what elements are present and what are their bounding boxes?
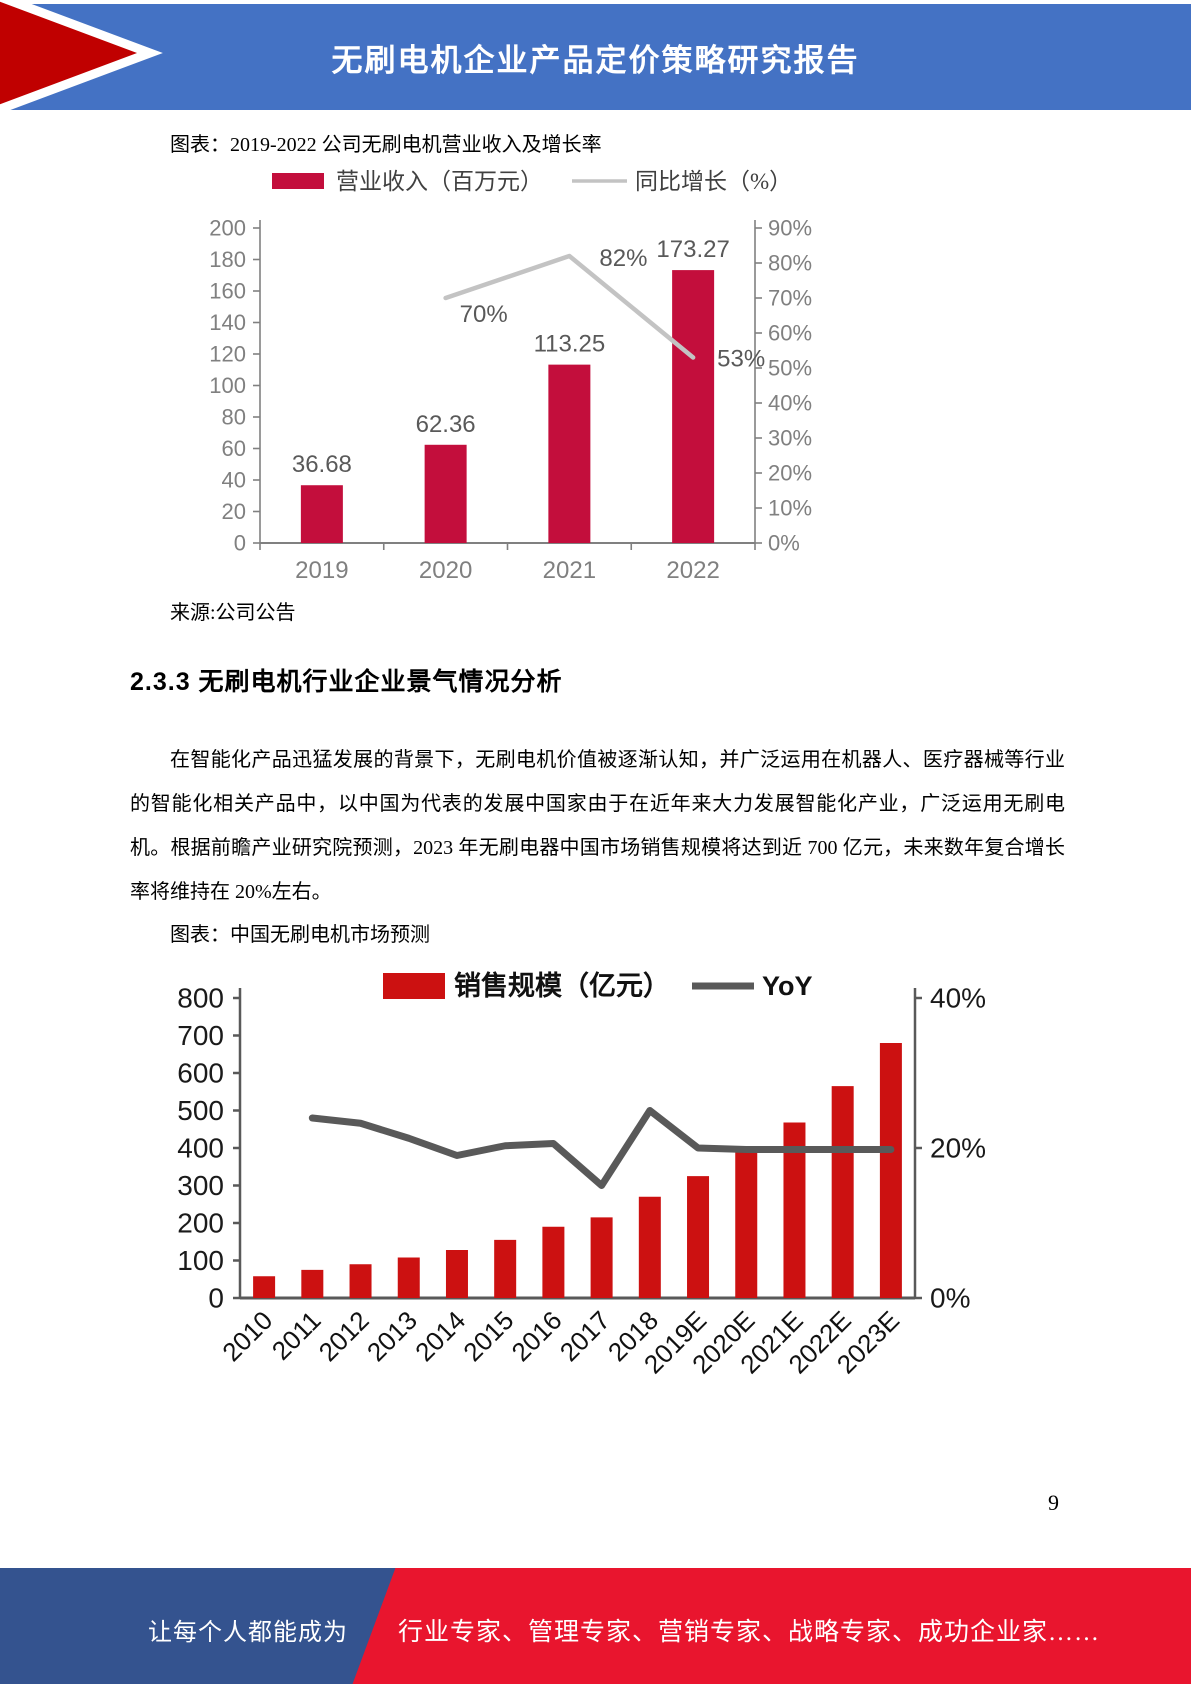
- left-tick-label: 300: [177, 1170, 224, 1201]
- left-tick-label: 100: [177, 1245, 224, 1276]
- revenue-growth-chart: 0 20 40 60 80 100 120 140 160 180 200 0% 10% 20% 30% 40…: [209, 169, 812, 584]
- x-tick-label: 2013: [361, 1305, 423, 1367]
- bar-2023E: [879, 1043, 902, 1298]
- x-tick-label: 2017: [554, 1305, 616, 1367]
- right-tick-label: 90%: [768, 215, 812, 240]
- bar-value-label: 62.36: [416, 411, 476, 438]
- right-tick-label: 40%: [930, 983, 986, 1014]
- right-tick-label: 50%: [768, 355, 812, 380]
- x-tick-label: 2021: [543, 557, 596, 584]
- left-tick-label: 40: [222, 467, 246, 492]
- left-tick-label: 600: [177, 1058, 224, 1089]
- legend-line-label: YoY: [762, 971, 813, 1001]
- figure1-caption: 图表：2019-2022 公司无刷电机营业收入及增长率: [170, 134, 602, 156]
- bar-2015: [494, 1239, 517, 1298]
- x-tick-label: 2020: [419, 557, 472, 584]
- bar-2011: [301, 1269, 324, 1298]
- bar-2013: [397, 1257, 420, 1298]
- left-tick-label: 160: [209, 278, 246, 303]
- yoy-line: [308, 1107, 895, 1189]
- page-footer: 让每个人都能成为 行业专家、管理专家、营销专家、战略专家、成功企业家……: [0, 1568, 1191, 1684]
- bar-2022E: [831, 1086, 854, 1298]
- bar-value-label: 173.27: [656, 236, 729, 263]
- x-tick-label: 2012: [313, 1305, 375, 1367]
- bar-2021E: [783, 1122, 806, 1298]
- market-forecast-chart: 01002003004005006007008000%20%40%2010201…: [177, 970, 986, 1379]
- bar-2012: [349, 1264, 372, 1298]
- x-tick-label: 2015: [457, 1305, 519, 1367]
- x-tick-label: 2014: [409, 1305, 471, 1367]
- right-tick-label: 0%: [930, 1283, 970, 1314]
- legend-bar-swatch: [272, 173, 324, 189]
- bar-2019E: [687, 1176, 710, 1298]
- bar-2022: [672, 270, 715, 543]
- figure2-caption: 图表：中国无刷电机市场预测: [170, 924, 430, 946]
- right-tick-label: 30%: [768, 425, 812, 450]
- right-tick-label: 80%: [768, 250, 812, 275]
- legend-line-label: 同比增长（%）: [635, 169, 792, 194]
- bar-2021: [548, 364, 591, 543]
- legend-bar-label: 营业收入（百万元）: [336, 169, 543, 194]
- footer-blue-ribbon: [0, 1568, 396, 1684]
- bar-value-label: 36.68: [292, 451, 352, 478]
- body-paragraph: 在智能化产品迅猛发展的背景下，无刷电机价值被逐渐认知，并广泛运用在机器人、医疗器…: [130, 749, 1065, 903]
- x-tick-label: 2022: [666, 557, 719, 584]
- source-note: 来源:公司公告: [170, 602, 296, 624]
- right-tick-label: 20%: [930, 1133, 986, 1164]
- yoy-line: [443, 253, 696, 360]
- footer-tagline: 行业专家、管理专家、营销专家、战略专家、成功企业家……: [398, 1619, 1101, 1646]
- bar-2019: [300, 485, 343, 543]
- line-point-label: 70%: [460, 301, 508, 328]
- left-tick-label: 140: [209, 310, 246, 335]
- right-tick-label: 40%: [768, 390, 812, 415]
- right-tick-label: 60%: [768, 320, 812, 345]
- bar-2020E: [735, 1151, 758, 1298]
- bar-2020: [424, 444, 467, 543]
- left-tick-label: 0: [208, 1283, 224, 1314]
- line-point-label: 82%: [599, 245, 647, 272]
- right-tick-label: 20%: [768, 460, 812, 485]
- left-tick-label: 120: [209, 341, 246, 366]
- bar-2010: [253, 1276, 276, 1298]
- x-tick-label: 2016: [506, 1305, 568, 1367]
- section-heading: 2.3.3 无刷电机行业企业景气情况分析: [130, 668, 563, 696]
- page-header-banner: 无刷电机企业产品定价策略研究报告: [0, 0, 1191, 114]
- right-tick-label: 70%: [768, 285, 812, 310]
- report-title: 无刷电机企业产品定价策略研究报告: [331, 42, 860, 78]
- bar-2016: [542, 1226, 565, 1298]
- left-tick-label: 400: [177, 1133, 224, 1164]
- left-tick-label: 200: [209, 215, 246, 240]
- x-tick-label: 2011: [266, 1305, 327, 1366]
- page-number: 9: [1048, 1490, 1059, 1515]
- left-tick-label: 500: [177, 1095, 224, 1126]
- right-tick-label: 10%: [768, 495, 812, 520]
- legend-bar-swatch: [383, 973, 445, 999]
- left-tick-label: 0: [234, 530, 246, 555]
- legend-bar-label: 销售规模（亿元）: [454, 970, 670, 1001]
- x-tick-label: 2010: [216, 1305, 278, 1367]
- footer-slogan: 让每个人都能成为: [148, 1620, 348, 1646]
- right-tick-label: 0%: [768, 530, 800, 555]
- left-tick-label: 800: [177, 983, 224, 1014]
- left-tick-label: 700: [177, 1020, 224, 1051]
- left-tick-label: 100: [209, 373, 246, 398]
- x-tick-label: 2019: [295, 557, 348, 584]
- bar-2014: [445, 1250, 468, 1298]
- left-tick-label: 180: [209, 247, 246, 272]
- left-tick-label: 60: [222, 436, 246, 461]
- left-tick-label: 20: [222, 499, 246, 524]
- bar-2018: [638, 1196, 661, 1298]
- left-tick-label: 80: [222, 404, 246, 429]
- line-point-label: 53%: [717, 346, 765, 373]
- left-tick-label: 200: [177, 1208, 224, 1239]
- bar-2017: [590, 1217, 613, 1298]
- bar-value-label: 113.25: [534, 331, 606, 358]
- header-arrow-icon: [0, 0, 163, 114]
